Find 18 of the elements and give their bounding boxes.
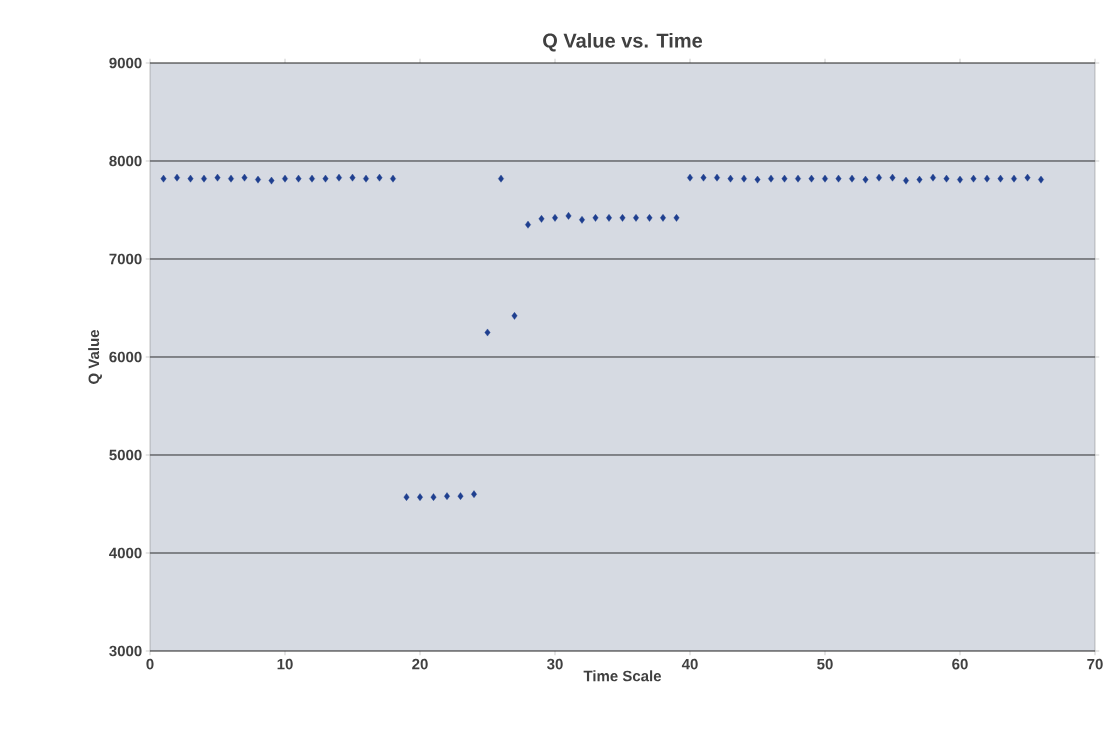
y-tick-label: 4000 (109, 547, 142, 559)
x-tick-label: 60 (952, 658, 968, 670)
y-axis-title: Q Value (88, 329, 102, 384)
x-tick-label: 0 (146, 658, 154, 670)
y-tick-label: 5000 (109, 449, 142, 461)
x-axis-title: Time Scale (583, 670, 662, 682)
y-tick-label: 6000 (109, 351, 142, 363)
y-tick-label: 3000 (109, 645, 142, 657)
chart-title: Q Value vs. Time (543, 33, 703, 52)
x-tick-label: 40 (681, 658, 698, 670)
y-tick-label: 9000 (109, 57, 142, 69)
x-tick-label: 30 (547, 658, 563, 670)
x-tick-label: 50 (817, 658, 833, 670)
x-tick-label: 10 (277, 658, 293, 670)
x-tick-label: 70 (1087, 658, 1103, 670)
x-tick-label: 20 (412, 658, 428, 670)
y-tick-label: 7000 (109, 253, 142, 265)
y-tick-label: 8000 (109, 155, 142, 167)
